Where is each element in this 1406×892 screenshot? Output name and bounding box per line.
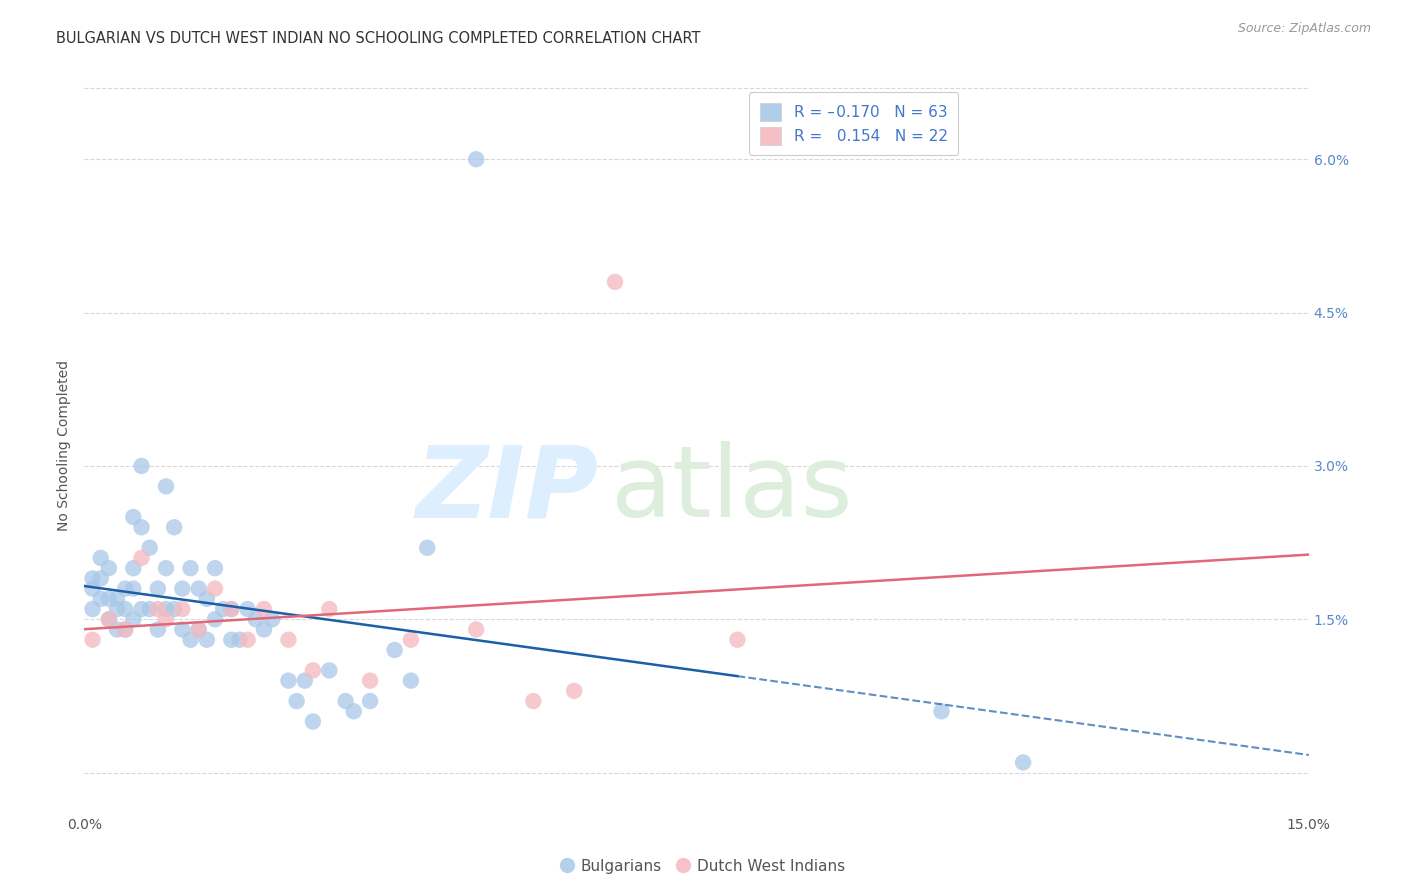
Point: [195, 591, 218, 606]
Point: [187, 623, 209, 637]
Point: [131, 458, 153, 473]
Point: [105, 602, 128, 616]
Point: [195, 632, 218, 647]
Legend: Bulgarians, Dutch West Indians: Bulgarians, Dutch West Indians: [555, 853, 851, 880]
Point: [155, 561, 177, 575]
Point: [131, 520, 153, 534]
Point: [114, 602, 136, 616]
Point: [931, 704, 953, 718]
Point: [359, 694, 381, 708]
Point: [236, 632, 259, 647]
Point: [212, 602, 235, 616]
Point: [221, 602, 243, 616]
Point: [97, 591, 120, 606]
Point: [122, 561, 145, 575]
Point: [318, 602, 340, 616]
Point: [179, 561, 201, 575]
Point: [318, 664, 340, 678]
Point: [294, 673, 316, 688]
Point: [97, 561, 120, 575]
Point: [97, 612, 120, 626]
Point: [82, 571, 104, 585]
Point: [285, 694, 308, 708]
Point: [204, 582, 226, 596]
Point: [187, 623, 209, 637]
Point: [138, 602, 160, 616]
Point: [262, 612, 284, 626]
Point: [155, 602, 177, 616]
Point: [465, 623, 488, 637]
Point: [228, 632, 250, 647]
Point: [82, 602, 104, 616]
Point: [146, 623, 169, 637]
Point: [172, 623, 194, 637]
Point: [343, 704, 366, 718]
Point: [97, 612, 120, 626]
Text: Source: ZipAtlas.com: Source: ZipAtlas.com: [1237, 22, 1371, 36]
Point: [131, 551, 153, 566]
Point: [131, 602, 153, 616]
Point: [277, 632, 299, 647]
Point: [172, 602, 194, 616]
Text: BULGARIAN VS DUTCH WEST INDIAN NO SCHOOLING COMPLETED CORRELATION CHART: BULGARIAN VS DUTCH WEST INDIAN NO SCHOOL…: [56, 31, 700, 46]
Point: [82, 632, 104, 647]
Point: [522, 694, 544, 708]
Point: [82, 582, 104, 596]
Point: [359, 673, 381, 688]
Point: [384, 643, 406, 657]
Point: [90, 571, 112, 585]
Point: [114, 623, 136, 637]
Point: [221, 602, 243, 616]
Point: [1012, 756, 1035, 770]
Point: [138, 541, 160, 555]
Point: [187, 582, 209, 596]
Point: [221, 632, 243, 647]
Text: atlas: atlas: [610, 442, 852, 538]
Point: [416, 541, 439, 555]
Point: [146, 602, 169, 616]
Point: [114, 582, 136, 596]
Point: [253, 602, 276, 616]
Point: [105, 591, 128, 606]
Legend: R = – 0.170   N = 63, R =   0.154   N = 22: R = – 0.170 N = 63, R = 0.154 N = 22: [749, 93, 959, 155]
Point: [122, 510, 145, 524]
Point: [122, 612, 145, 626]
Point: [335, 694, 357, 708]
Point: [399, 632, 422, 647]
Point: [603, 275, 626, 289]
Point: [253, 623, 276, 637]
Point: [725, 632, 748, 647]
Point: [90, 551, 112, 566]
Point: [155, 479, 177, 493]
Point: [172, 582, 194, 596]
Point: [90, 591, 112, 606]
Point: [155, 612, 177, 626]
Point: [562, 684, 585, 698]
Point: [146, 582, 169, 596]
Point: [122, 582, 145, 596]
Point: [277, 673, 299, 688]
Point: [399, 673, 422, 688]
Point: [302, 714, 325, 729]
Point: [105, 623, 128, 637]
Point: [179, 632, 201, 647]
Point: [245, 612, 267, 626]
Point: [163, 602, 186, 616]
Point: [302, 664, 325, 678]
Point: [114, 623, 136, 637]
Text: ZIP: ZIP: [416, 442, 599, 538]
Point: [163, 520, 186, 534]
Y-axis label: No Schooling Completed: No Schooling Completed: [58, 360, 72, 531]
Point: [204, 561, 226, 575]
Point: [204, 612, 226, 626]
Point: [236, 602, 259, 616]
Point: [465, 153, 488, 167]
